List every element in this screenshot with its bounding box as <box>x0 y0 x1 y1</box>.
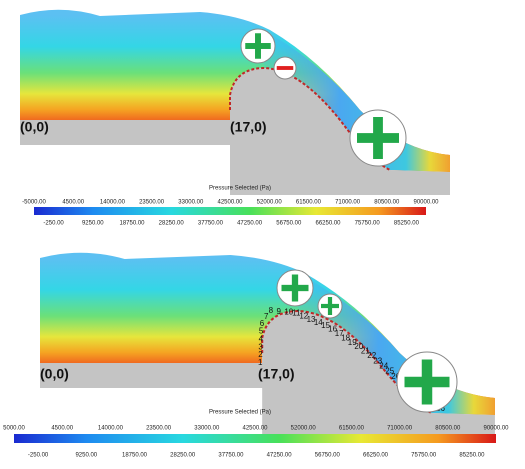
colorbar-title: Pressure Selected (Pa) <box>209 186 271 192</box>
water <box>40 252 495 415</box>
colorbar-label: 33000.00 <box>178 200 204 206</box>
colorbar-label: 85250.00 <box>459 453 485 459</box>
point-label: 2 <box>258 350 263 359</box>
water <box>20 9 450 172</box>
plus-icon <box>404 376 450 388</box>
point-label: 14 <box>314 318 323 327</box>
panel: (0,0) (17,0) Pressure Selected (Pa) -5000.0… <box>20 9 450 227</box>
point-label: 6 <box>260 319 265 328</box>
colorbar-label: 14000.00 <box>100 200 126 206</box>
point-label: 7 <box>264 312 269 321</box>
point-label: 4 <box>259 334 264 343</box>
colorbar-label: 33000.00 <box>194 426 220 432</box>
colorbar <box>14 434 496 443</box>
crest-line <box>261 309 432 414</box>
coordinate-label: (17,0) <box>230 119 267 135</box>
colorbar-label: 61500.00 <box>339 426 365 432</box>
channel-floor <box>20 120 232 145</box>
point-label: 26 <box>391 372 400 381</box>
point-label: 11 <box>292 309 301 318</box>
point-label: 21 <box>361 347 370 356</box>
colorbar-title: Pressure Selected (Pa) <box>209 410 271 416</box>
point-label: 8 <box>269 306 274 315</box>
point-label: 17 <box>335 329 344 338</box>
point-label: 19 <box>348 338 357 347</box>
colorbar-label: 28250.00 <box>170 453 196 459</box>
point-label: 1 <box>258 358 263 367</box>
water-slope <box>250 22 450 172</box>
colorbar-label: -5000.00 <box>22 200 46 206</box>
point-label: 9 <box>276 307 281 316</box>
colorbar-label: 56750.00 <box>315 453 341 459</box>
colorbar-label: 42500.00 <box>242 426 268 432</box>
point-label: 22 <box>367 351 376 360</box>
colorbar-label: 80500.00 <box>435 426 461 432</box>
coordinate-label: (0,0) <box>20 119 49 135</box>
coordinate-label: (17,0) <box>258 366 295 382</box>
colorbar-label: 80500.00 <box>374 200 400 206</box>
colorbar-label: 47250.00 <box>267 453 293 459</box>
plus-icon <box>357 133 399 143</box>
colorbar-label: 85250.00 <box>394 221 420 227</box>
colorbar-label: 14000.00 <box>98 426 124 432</box>
colorbar-label: 9250.00 <box>82 221 104 227</box>
point-label: 25 <box>385 367 394 376</box>
point-label: 12 <box>299 312 308 321</box>
colorbar-label: 71000.00 <box>387 426 413 432</box>
crest-line <box>229 66 391 171</box>
coordinate-label: (0,0) <box>40 366 69 382</box>
point-label: 16 <box>328 325 337 334</box>
plus-icon <box>321 303 339 309</box>
plus-icon <box>245 43 271 49</box>
colorbar-label: 56750.00 <box>276 221 302 227</box>
colorbar-label: 23500.00 <box>139 200 165 206</box>
minus-icon <box>276 66 294 70</box>
plus-icon <box>281 284 309 292</box>
point-label: 24 <box>379 361 388 370</box>
colorbar-label: 18750.00 <box>122 453 148 459</box>
colorbar-label: 28250.00 <box>159 221 185 227</box>
point-label: 15 <box>321 321 330 330</box>
colorbar-label: 52000.00 <box>257 200 283 206</box>
point-label: 23 <box>373 356 382 365</box>
colorbar-label: 4500.00 <box>62 200 84 206</box>
colorbar-label: 47250.00 <box>237 221 263 227</box>
weir <box>230 68 450 195</box>
colorbar-label: 4500.00 <box>51 426 73 432</box>
colorbar-label: 23500.00 <box>146 426 172 432</box>
colorbar-label: 90000.00 <box>483 426 509 432</box>
weir <box>262 311 495 438</box>
colorbar-label: -250.00 <box>43 221 64 227</box>
colorbar-label: 75750.00 <box>411 453 437 459</box>
colorbar-label: 37750.00 <box>198 221 224 227</box>
colorbar-label: 37750.00 <box>218 453 244 459</box>
channel-floor <box>40 363 265 388</box>
colorbar <box>34 207 426 215</box>
colorbar-label: 18750.00 <box>119 221 145 227</box>
point-label: 10 <box>284 308 293 317</box>
colorbar-label: 90000.00 <box>413 200 439 206</box>
point-label: 20 <box>354 342 363 351</box>
point-label: 13 <box>307 315 316 324</box>
colorbar-label: 71000.00 <box>335 200 361 206</box>
colorbar-label: 42500.00 <box>217 200 243 206</box>
point-label: 3 <box>258 342 263 351</box>
colorbar-label: 66250.00 <box>363 453 389 459</box>
colorbar-label: 9250.00 <box>75 453 97 459</box>
colorbar-label: 52000.00 <box>291 426 317 432</box>
point-label: 5 <box>259 327 264 336</box>
colorbar-label: 5000.00 <box>3 426 25 432</box>
colorbar-label: -250.00 <box>28 453 49 459</box>
colorbar-label: 66250.00 <box>315 221 341 227</box>
point-label: 18 <box>341 333 350 342</box>
flow-domain <box>20 9 450 195</box>
colorbar-label: 61500.00 <box>296 200 322 206</box>
colorbar-label: 75750.00 <box>355 221 381 227</box>
